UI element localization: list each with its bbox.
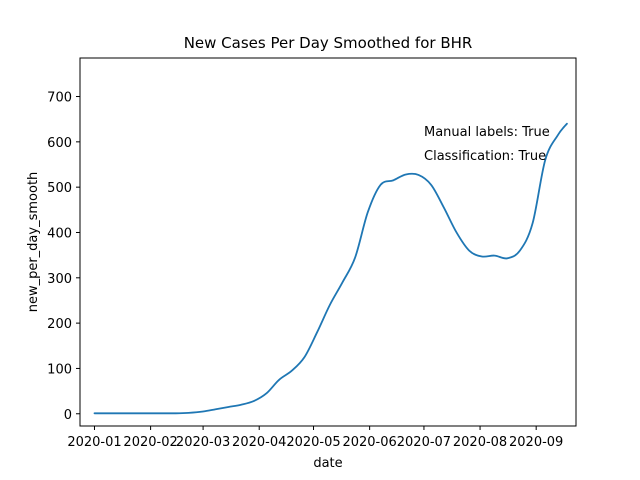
series-layer — [93, 122, 568, 415]
y-tick-label: 700 — [47, 91, 72, 106]
plot-area — [79, 57, 577, 427]
y-axis: 0 100 200 300 400 500 600 700 — [47, 91, 80, 423]
annotation-classification: Classification: True — [424, 149, 546, 164]
x-tick-label: 2020-03 — [176, 435, 230, 450]
y-tick-label: 500 — [47, 181, 72, 196]
x-tick-label: 2020-09 — [509, 435, 563, 450]
x-tick-label: 2020-08 — [453, 435, 507, 450]
x-tick-label: 2020-02 — [123, 435, 177, 450]
annotation-manual-labels: Manual labels: True — [424, 125, 550, 140]
y-tick-label: 200 — [47, 317, 72, 332]
x-axis-label: date — [313, 456, 342, 471]
x-tick-label: 2020-04 — [232, 435, 286, 450]
y-axis-label: new_per_day_smooth — [26, 172, 41, 313]
y-tick-label: 600 — [47, 136, 72, 151]
y-tick-label: 100 — [47, 362, 72, 377]
chart-title: New Cases Per Day Smoothed for BHR — [184, 34, 473, 52]
x-tick-label: 2020-06 — [342, 435, 396, 450]
x-tick-label: 2020-01 — [67, 435, 121, 450]
y-tick-label: 400 — [47, 226, 72, 241]
x-tick-label: 2020-07 — [397, 435, 451, 450]
y-tick-label: 0 — [64, 408, 72, 423]
x-tick-label: 2020-05 — [286, 435, 340, 450]
plot-frame — [79, 57, 577, 427]
series-line — [93, 122, 568, 415]
y-tick-label: 300 — [47, 272, 72, 287]
